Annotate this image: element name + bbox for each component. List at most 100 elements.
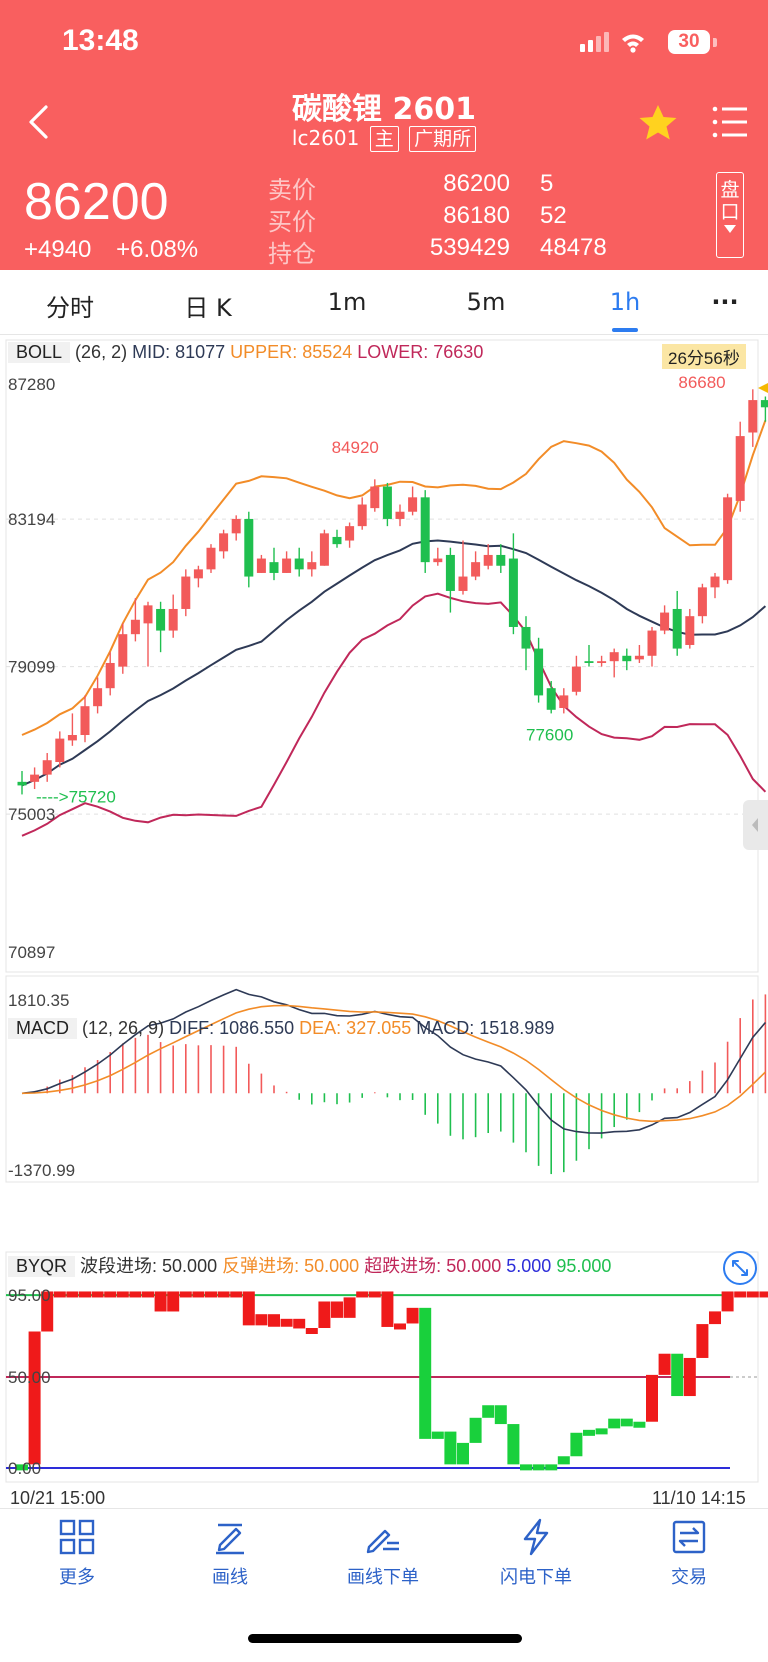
candle-body [357, 504, 367, 527]
byqr-block [431, 1431, 444, 1439]
candle-body [256, 558, 266, 573]
candle-body [42, 760, 52, 775]
boll-mid-line [21, 539, 767, 787]
candle-body [332, 536, 342, 545]
byqr-block [142, 1291, 154, 1298]
byqr-block [154, 1291, 167, 1312]
candle-body [710, 576, 720, 588]
byqr-block [192, 1291, 205, 1298]
byqr-block [293, 1318, 306, 1329]
byqr-block [368, 1291, 381, 1298]
boll-legend[interactable]: BOLL (26, 2) MID: 81077 UPPER: 85524 LOW… [8, 342, 483, 363]
nav-flash-order[interactable]: 闪电下单 [486, 1517, 586, 1589]
tab-5m[interactable]: 5m [466, 288, 506, 316]
bid-volume: 52 [540, 202, 567, 229]
byqr-block [671, 1353, 684, 1397]
byqr-block [343, 1297, 356, 1318]
byqr-block [759, 1291, 768, 1298]
boll-upper-line [21, 419, 767, 736]
pankou-button[interactable]: 盘口 [716, 172, 744, 258]
more-periods-icon[interactable]: ··· [711, 288, 739, 316]
byqr-block [595, 1428, 608, 1435]
status-time: 13:48 [62, 24, 139, 57]
byqr-name[interactable]: BYQR [8, 1256, 76, 1277]
menu-list-icon[interactable] [712, 106, 748, 138]
byqr-block [305, 1328, 318, 1334]
byqr-block [646, 1374, 658, 1422]
candle-body [130, 619, 140, 635]
low-annotation: 77600 [526, 726, 573, 745]
byqr-block [507, 1424, 520, 1465]
date-end: 11/10 14:15 [652, 1488, 746, 1508]
boll-name[interactable]: BOLL [8, 342, 71, 363]
macd-axis-bottom: -1370.99 [8, 1161, 75, 1180]
tab-daily-k[interactable]: 日 K [184, 294, 232, 322]
byqr-block [242, 1291, 255, 1326]
candle-body [748, 400, 758, 433]
side-drawer-handle[interactable] [743, 800, 768, 850]
candle-body [672, 608, 682, 649]
nav-more-label: 更多 [59, 1567, 95, 1588]
nav-trade[interactable]: 交易 [639, 1517, 739, 1589]
candle-body [143, 605, 153, 624]
byqr-block [734, 1291, 747, 1298]
byqr-block [633, 1421, 646, 1428]
star-icon[interactable] [638, 104, 678, 142]
countdown-badge: 26分56秒 [662, 344, 746, 369]
byqr-v95: 95.000 [556, 1256, 612, 1276]
macd-axis-top: 1810.35 [8, 991, 69, 1010]
macd-name[interactable]: MACD [8, 1018, 77, 1039]
byqr-block [53, 1291, 66, 1298]
nav-draw-order[interactable]: 画线下单 [333, 1517, 433, 1589]
kline-chart[interactable]: 87280 83194 79099 75003 70897 84920 77600 86680… [0, 336, 768, 1506]
byqr-block [318, 1301, 331, 1328]
price-axis-label: 87280 [8, 375, 55, 394]
battery-cap [713, 38, 717, 47]
byqr-block [394, 1323, 406, 1330]
byqr-block [520, 1464, 532, 1471]
byqr-block [167, 1291, 180, 1312]
nav-draw-order-label: 画线下单 [347, 1567, 419, 1588]
byqr-block [116, 1291, 129, 1298]
byqr-block [280, 1318, 293, 1327]
candle-body [382, 486, 392, 519]
byqr-block [230, 1291, 243, 1298]
byqr-block [494, 1405, 507, 1425]
byqr-block [444, 1431, 457, 1465]
candle-body [723, 497, 733, 581]
last-price-marker [758, 383, 768, 393]
byqr-wave: 波段进场: 50.000 [80, 1256, 218, 1276]
candle-body [231, 518, 241, 534]
ask-label: 卖价 [268, 176, 316, 204]
candle-body [168, 608, 178, 631]
expand-icon[interactable] [722, 1250, 758, 1286]
price-axis-label: 70897 [8, 943, 55, 962]
exchange-tag: 广期所 [409, 126, 477, 152]
macd-legend[interactable]: MACD (12, 26, 9) DIFF: 1086.550 DEA: 327… [8, 1018, 554, 1039]
candle-body [118, 634, 128, 667]
boll-panel-frame [5, 339, 759, 973]
bottom-nav: 更多 画线 画线下单 闪电下单 交易 [0, 1508, 768, 1601]
tab-1m[interactable]: 1m [327, 288, 367, 316]
byqr-block [721, 1291, 734, 1312]
tab-1h[interactable]: 1h [609, 288, 641, 316]
nav-more[interactable]: 更多 [27, 1517, 127, 1589]
back-icon[interactable] [26, 104, 50, 140]
candle-body [735, 436, 745, 501]
pen-line-icon [216, 1523, 244, 1555]
byqr-block [469, 1417, 482, 1443]
byqr-block [104, 1291, 117, 1298]
tab-timeshare[interactable]: 分时 [46, 294, 94, 322]
nav-draw-line[interactable]: 画线 [180, 1517, 280, 1589]
page-title: 碳酸锂 2601 [292, 92, 476, 127]
candle-body [685, 616, 695, 645]
candle-body [193, 569, 203, 579]
candle-body [760, 400, 768, 408]
byqr-block [268, 1314, 280, 1327]
byqr-legend[interactable]: BYQR 波段进场: 50.000 反弹进场: 50.000 超跌进场: 50.… [8, 1252, 611, 1278]
candle-body [508, 558, 518, 627]
ask-volume: 5 [540, 170, 554, 197]
open-interest-change: 48478 [540, 234, 607, 261]
macd-value: MACD: 1518.989 [416, 1018, 555, 1038]
chevron-left-icon [752, 818, 758, 832]
